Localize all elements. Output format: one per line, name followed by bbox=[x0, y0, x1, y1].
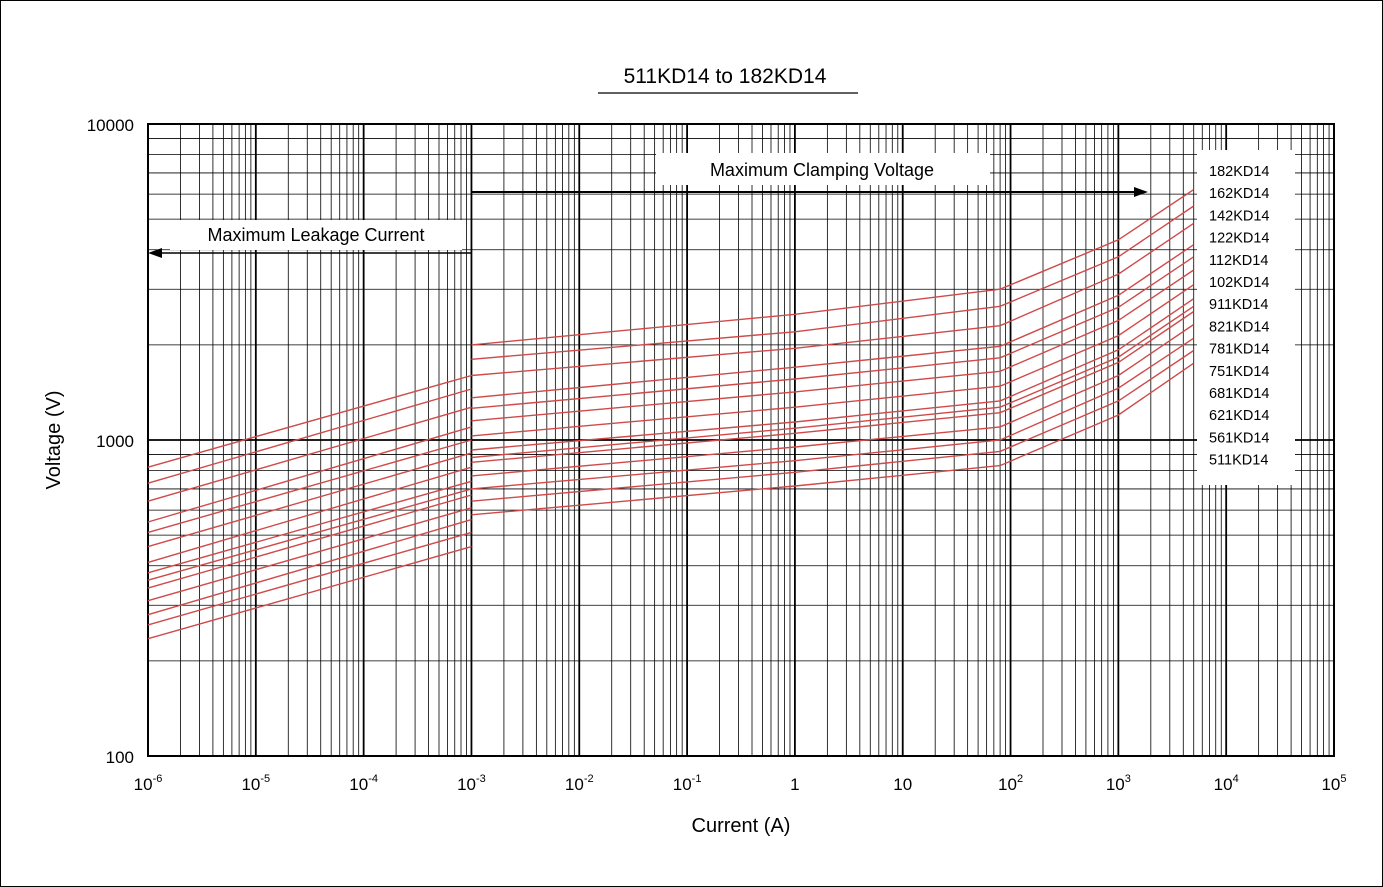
series-line-clamping-681kd14 bbox=[471, 323, 1195, 477]
series-line-leakage-781kd14 bbox=[147, 488, 472, 581]
legend-label-182kd14: 182KD14 bbox=[1209, 164, 1269, 180]
series-line-leakage-911kd14 bbox=[147, 466, 472, 564]
y-tick-label: 1000 bbox=[96, 432, 134, 451]
series-line-clamping-621kd14 bbox=[471, 337, 1195, 490]
series-line-leakage-561kd14 bbox=[147, 531, 472, 626]
legend: 182KD14 162KD14 142KD14 122KD14 112KD14 102KD… bbox=[1197, 150, 1295, 485]
series-line-leakage-182kd14 bbox=[147, 374, 472, 468]
x-tick-label: 103 bbox=[1106, 773, 1131, 794]
series-line-clamping-162kd14 bbox=[471, 205, 1195, 360]
series-line-leakage-751kd14 bbox=[147, 494, 472, 589]
legend-label-162kd14: 162KD14 bbox=[1209, 186, 1269, 202]
x-tick-label: 1 bbox=[790, 775, 799, 794]
series-line-leakage-112kd14 bbox=[147, 439, 472, 534]
x-tick-label: 10-6 bbox=[134, 773, 163, 794]
legend-label-511kd14: 511KD14 bbox=[1209, 453, 1268, 469]
legend-label-122kd14: 122KD14 bbox=[1209, 231, 1269, 247]
legend-label-911kd14: 911KD14 bbox=[1209, 297, 1268, 313]
series-line-clamping-751kd14 bbox=[471, 310, 1195, 463]
series-line-clamping-122kd14 bbox=[471, 244, 1195, 399]
x-tick-label: 102 bbox=[998, 773, 1023, 794]
annotation-background bbox=[656, 153, 990, 185]
x-tick-labels: 10-6 10-5 10-4 10-3 10-2 10-1 1 10 102 103 104 105 bbox=[134, 773, 1347, 794]
series-line-leakage-102kd14 bbox=[147, 452, 472, 548]
legend-label-781kd14: 781KD14 bbox=[1209, 342, 1269, 358]
series-line-leakage-142kd14 bbox=[147, 406, 472, 502]
series-line-clamping-781kd14 bbox=[471, 305, 1195, 459]
series-line-clamping-561kd14 bbox=[471, 349, 1195, 502]
series-line-clamping-112kd14 bbox=[471, 256, 1195, 409]
chart-title: 511KD14 to 182KD14 bbox=[624, 65, 827, 88]
series-line-clamping-821kd14 bbox=[471, 298, 1195, 451]
legend-label-681kd14: 681KD14 bbox=[1209, 386, 1269, 402]
legend-label-142kd14: 142KD14 bbox=[1209, 208, 1269, 224]
legend-label-821kd14: 821KD14 bbox=[1209, 319, 1269, 335]
series-line-leakage-162kd14 bbox=[147, 388, 472, 484]
legend-label-751kd14: 751KD14 bbox=[1209, 364, 1269, 380]
x-tick-label: 105 bbox=[1321, 773, 1346, 794]
y-tick-labels: 100 1000 10000 bbox=[87, 116, 134, 767]
legend-label-102kd14: 102KD14 bbox=[1209, 275, 1269, 291]
legend-label-112kd14: 112KD14 bbox=[1209, 253, 1268, 269]
series-line-clamping-511kd14 bbox=[471, 362, 1195, 516]
series-line-leakage-821kd14 bbox=[147, 480, 472, 574]
x-tick-label: 10-4 bbox=[349, 773, 378, 794]
series-line-leakage-511kd14 bbox=[147, 545, 472, 640]
x-tick-label: 104 bbox=[1214, 773, 1239, 794]
legend-label-561kd14: 561KD14 bbox=[1209, 430, 1269, 446]
annotations: Maximum Clamping Voltage Maximum Leakage … bbox=[148, 153, 1148, 258]
y-tick-label: 100 bbox=[106, 748, 134, 767]
series-line-clamping-142kd14 bbox=[471, 222, 1195, 377]
x-tick-label: 10 bbox=[893, 775, 912, 794]
leakage-arrowhead bbox=[148, 248, 162, 258]
series-line-clamping-911kd14 bbox=[471, 284, 1195, 437]
series-line-clamping-182kd14 bbox=[471, 189, 1195, 346]
x-tick-label: 10-3 bbox=[457, 773, 486, 794]
series-line-leakage-681kd14 bbox=[147, 507, 472, 602]
y-tick-label: 10000 bbox=[87, 116, 134, 135]
annotation-background bbox=[170, 220, 462, 250]
clamping-arrowhead bbox=[1134, 187, 1148, 197]
annotation-clamping: Maximum Clamping Voltage bbox=[710, 160, 934, 180]
plot-border bbox=[147, 123, 1335, 757]
series-lines bbox=[147, 189, 1195, 640]
x-tick-label: 10-1 bbox=[673, 773, 702, 794]
y-axis-label: Voltage (V) bbox=[43, 391, 65, 490]
x-tick-label: 10-5 bbox=[241, 773, 270, 794]
legend-box bbox=[1197, 150, 1295, 485]
annotation-leakage: Maximum Leakage Current bbox=[207, 225, 424, 245]
series-line-clamping-102kd14 bbox=[471, 269, 1195, 422]
series-line-leakage-621kd14 bbox=[147, 518, 472, 616]
x-axis-label: Current (A) bbox=[692, 815, 791, 837]
x-tick-label: 10-2 bbox=[565, 773, 594, 794]
series-line-leakage-122kd14 bbox=[147, 426, 472, 523]
legend-label-621kd14: 621KD14 bbox=[1209, 408, 1269, 424]
